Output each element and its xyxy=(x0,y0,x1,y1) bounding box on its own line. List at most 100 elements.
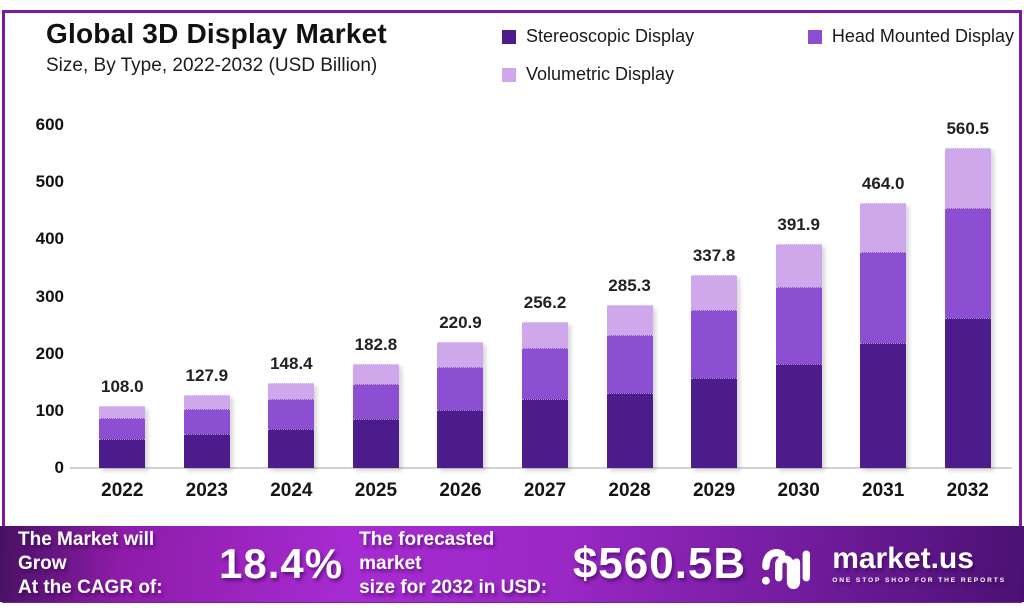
bar-segment xyxy=(691,309,738,379)
bar-segment xyxy=(606,335,653,393)
y-axis: 0 100 200 300 400 500 600 xyxy=(14,115,64,477)
bar-segment xyxy=(183,394,230,410)
legend-label-stereoscopic: Stereoscopic Display xyxy=(526,26,695,46)
bar-segment xyxy=(99,417,146,439)
cagr-value: 18.4% xyxy=(219,540,344,587)
x-tick-label: 2031 xyxy=(862,480,905,501)
bar-segment xyxy=(691,378,738,468)
footer-banner: The Market will Grow At the CAGR of: 18.… xyxy=(0,526,1024,602)
y-tick-label: 200 xyxy=(35,343,64,363)
bar-segment xyxy=(860,343,907,468)
bar-total-label: 148.4 xyxy=(270,354,313,374)
bar-segment xyxy=(775,363,822,468)
forecast-label-line1: The forecasted market xyxy=(359,529,495,575)
stacked-bar xyxy=(183,394,230,468)
chart-title: Global 3D Display Market xyxy=(46,18,387,49)
y-tick-label: 600 xyxy=(35,115,64,134)
stacked-bar xyxy=(691,274,738,468)
brand: market.us ONE STOP SHOP FOR THE REPORTS xyxy=(760,538,1006,590)
bar-total-label: 560.5 xyxy=(946,118,990,138)
stacked-bar xyxy=(268,383,315,468)
stacked-bar xyxy=(99,406,146,468)
bar-total-label: 127.9 xyxy=(185,365,229,385)
bar-segment xyxy=(860,251,907,344)
x-tick-label: 2028 xyxy=(608,480,651,501)
legend-swatch-head-mounted-icon xyxy=(807,29,822,44)
legend-label-head-mounted: Head Mounted Display xyxy=(831,26,1014,46)
bar-segment xyxy=(437,341,484,367)
chart-header: Global 3D Display Market Size, By Type, … xyxy=(46,18,496,77)
chart-subtitle: Size, By Type, 2022-2032 (USD Billion) xyxy=(46,55,378,76)
bar-total-label: 285.3 xyxy=(608,275,651,295)
bar-segment xyxy=(268,429,315,468)
bar-column: 464.0 xyxy=(841,125,926,468)
stacked-bar xyxy=(775,243,822,468)
bar-segment xyxy=(522,321,568,349)
bar-total-label: 464.0 xyxy=(861,173,905,193)
bar-segment xyxy=(437,410,484,468)
bar-column: 337.8 xyxy=(672,125,757,468)
x-tick-label: 2025 xyxy=(354,480,398,501)
bar-segment xyxy=(268,399,315,430)
bar-segment xyxy=(606,393,653,468)
stacked-bar xyxy=(437,341,484,468)
bar-segment xyxy=(944,147,991,208)
x-axis-line xyxy=(70,467,1012,469)
bar-segment xyxy=(775,243,822,287)
y-tick-label: 500 xyxy=(35,172,64,192)
brand-text: market.us ONE STOP SHOP FOR THE REPORTS xyxy=(832,542,1006,585)
bar-segment xyxy=(437,366,484,411)
bar-segment xyxy=(944,318,991,468)
bar-segment xyxy=(522,348,568,400)
bar-column: 560.5 xyxy=(925,119,1010,468)
bar-segment xyxy=(99,438,146,468)
x-tick-label: 2030 xyxy=(777,480,820,501)
legend-item-head-mounted: Head Mounted Display xyxy=(807,26,1014,47)
bar-total-label: 256.2 xyxy=(523,292,567,312)
bar-segment xyxy=(775,286,822,364)
bar-segment xyxy=(268,383,315,400)
x-tick-label: 2024 xyxy=(270,480,313,501)
forecast-label: The forecasted market size for 2032 in U… xyxy=(359,528,561,599)
bar-segment xyxy=(606,304,653,336)
bar-column: 182.8 xyxy=(334,125,419,468)
cagr-label-line1: The Market will Grow xyxy=(18,529,155,575)
y-tick-label: 100 xyxy=(35,400,64,420)
bar-total-label: 108.0 xyxy=(101,377,144,397)
bar-column: 127.9 xyxy=(165,125,250,468)
bar-segment xyxy=(99,406,146,418)
x-tick-label: 2032 xyxy=(946,480,989,501)
brand-tagline: ONE STOP SHOP FOR THE REPORTS xyxy=(832,577,1006,584)
legend-item-stereoscopic: Stereoscopic Display xyxy=(502,26,694,47)
legend-swatch-stereoscopic-icon xyxy=(502,29,516,44)
x-tick-label: 2026 xyxy=(439,480,482,501)
bar-segment xyxy=(352,383,399,420)
x-tick-label: 2023 xyxy=(185,480,228,501)
chart-legend: Stereoscopic Display Head Mounted Displa… xyxy=(502,26,1014,85)
forecast-value: $560.5B xyxy=(572,539,747,588)
x-axis: 2022 2023 2024 2025 2026 2027 2028 2029 2030 2031… xyxy=(80,480,1010,502)
y-tick-label: 0 xyxy=(54,458,64,477)
bar-segment xyxy=(183,409,230,434)
bar-total-label: 391.9 xyxy=(777,214,820,234)
x-tick-label: 2029 xyxy=(692,480,736,501)
bar-total-label: 220.9 xyxy=(439,312,482,332)
brand-name: market.us xyxy=(832,542,974,575)
chart-frame xyxy=(2,10,1022,603)
stacked-bar xyxy=(860,202,907,468)
x-tick-label: 2027 xyxy=(523,480,567,501)
stacked-bar xyxy=(352,363,399,468)
stacked-bar xyxy=(606,304,653,468)
bar-column: 391.9 xyxy=(756,125,841,468)
bar-column: 285.3 xyxy=(587,125,672,468)
bar-segment xyxy=(860,202,907,252)
y-tick-label: 400 xyxy=(35,229,64,249)
legend-swatch-volumetric-icon xyxy=(502,67,516,82)
legend-label-volumetric: Volumetric Display xyxy=(526,64,675,84)
bar-segment xyxy=(522,399,568,468)
y-tick-label: 300 xyxy=(35,286,64,306)
bar-column: 148.4 xyxy=(249,125,334,468)
bar-segment xyxy=(352,363,399,384)
cagr-label-line2: At the CAGR of: xyxy=(18,576,163,598)
bar-column: 220.9 xyxy=(418,125,503,468)
